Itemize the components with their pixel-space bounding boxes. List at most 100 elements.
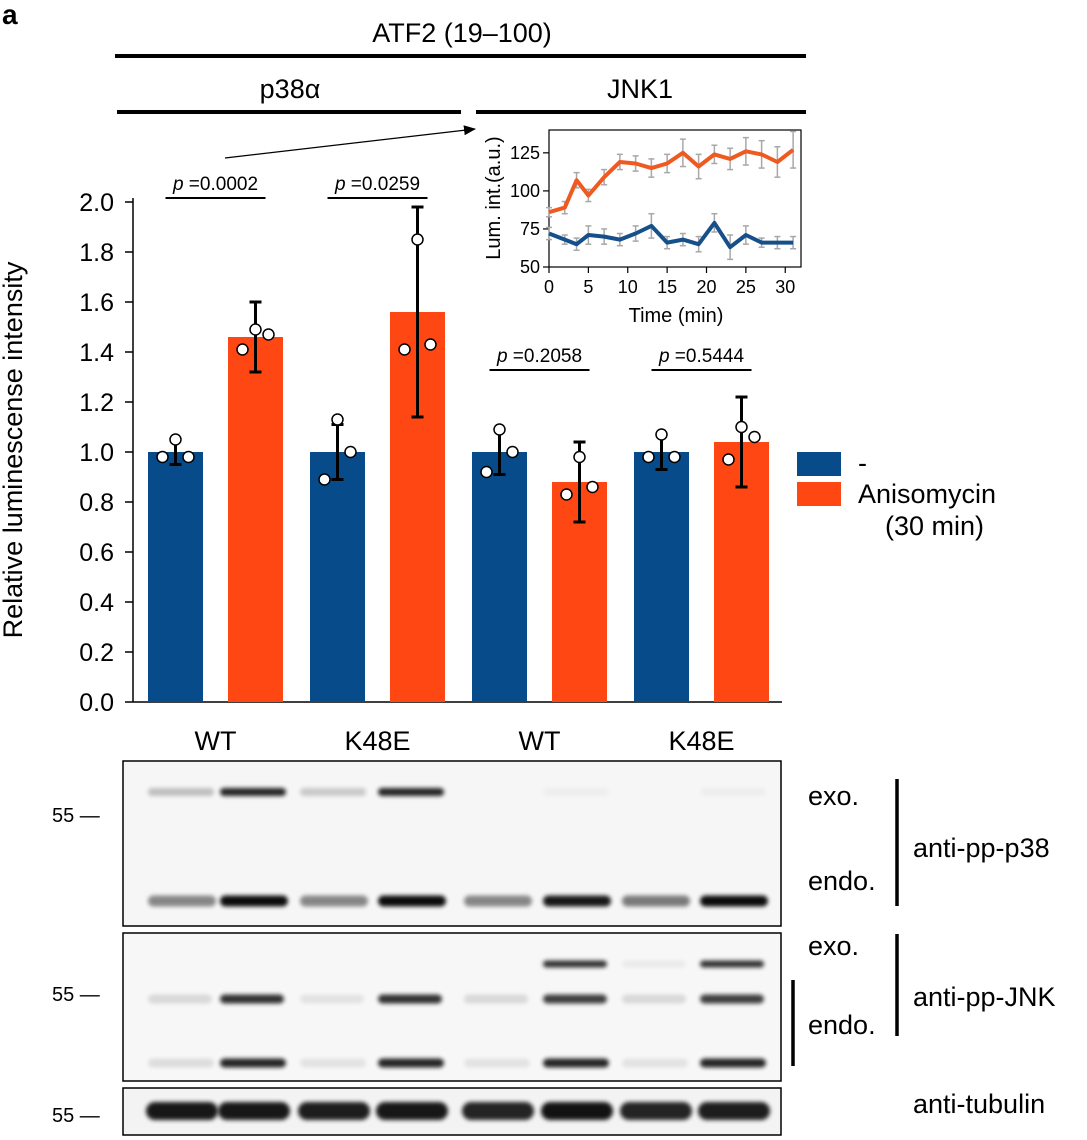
inset-y-tick-label: 100 [510,181,540,201]
blot-band [300,994,364,1004]
inset-x-tick-label: 10 [618,277,638,297]
kinase-left-label: p38α [260,74,321,104]
blot-band [698,1102,770,1120]
bar-chart: Relative luminescense intensity 0.0 0.2 0.… [0,174,782,756]
legend-label-anisomycin: Anisomycin [858,479,996,509]
blot-band [700,788,766,796]
x-tick-label: K48E [668,726,734,756]
blot-band [543,788,609,796]
blot-band [300,788,366,796]
y-tick-label: 1.8 [79,239,114,267]
y-tick-label: 0.2 [79,639,114,667]
blot-pp-jnk-frame [122,932,782,1082]
y-tick-label: 1.2 [79,389,114,417]
legend-label-duration: (30 min) [885,511,984,541]
blot-band [300,895,368,907]
jnk-exo-label: exo. [808,931,859,961]
blot-band [700,960,764,968]
inset-x-tick-label: 20 [696,277,716,297]
inset-arrow [224,125,476,159]
blot-band [378,1058,444,1068]
blot-band [543,1058,609,1068]
blot-band [622,895,690,907]
anti-pp-jnk-label: anti-pp-JNK [913,982,1056,1012]
inset-x-axis-label: Time (min) [629,305,724,327]
blot-band [541,1102,613,1120]
x-tick-label: K48E [344,726,410,756]
y-tick-label: 2.0 [79,189,114,217]
mw-marker-tubulin: 55 — [52,1105,100,1127]
blot-band [148,994,212,1004]
legend-swatch-control [797,452,841,476]
kinase-right-label: JNK1 [607,74,673,104]
bar [148,452,203,702]
inset-x-tick-label: 0 [544,277,554,297]
data-point [249,323,262,336]
inset-x-tick-label: 30 [775,277,795,297]
data-point [236,343,249,356]
data-point [506,445,519,459]
y-tick-label: 1.0 [79,439,114,467]
inset-y-tick-label: 125 [510,143,540,163]
blot-band [220,788,286,796]
y-tick-label: 1.6 [79,289,114,317]
legend-swatch-anisomycin [797,482,841,506]
blot-band [700,994,764,1004]
data-point [586,480,599,494]
y-tick-label: 0.8 [79,489,114,517]
data-point [411,233,424,246]
data-point [573,450,586,464]
p-value-label: p =0.2058 [496,346,582,367]
blot-band [218,1102,290,1120]
blot-band [220,994,284,1004]
data-point [156,450,169,464]
data-point [262,328,275,341]
anti-tubulin-label: anti-tubulin [913,1089,1045,1119]
blot-band [300,1058,366,1068]
blot-band [700,895,768,907]
mw-marker-p38: 55 — [52,805,100,827]
inset-y-tick-label: 75 [520,219,540,239]
data-point [331,413,344,426]
panel-label: a [2,0,18,30]
anti-pp-p38-label: anti-pp-p38 [913,833,1050,863]
inset-series-line [548,148,795,215]
substrate-label: ATF2 (19–100) [372,18,552,48]
blot-band [464,895,532,907]
p-value-label: p =0.5444 [658,346,744,367]
p38-endo-label: endo. [808,866,876,896]
y-axis-label: Relative luminescense intensity [0,261,28,638]
blot-band [700,1058,766,1068]
y-tick-label: 0.0 [79,689,114,717]
data-point [424,338,437,351]
data-point [655,428,668,441]
y-tick-label: 1.4 [79,339,114,367]
data-point [668,450,681,464]
data-point [748,430,761,444]
data-point [642,450,655,464]
inset-chart: Lum. int.(a.u.) Time (min) 0 5 10 15 20 25 30 5… [483,129,802,327]
bar [228,337,283,702]
blot-band [464,994,528,1004]
x-tick-label: WT [195,726,237,756]
bar [634,452,689,702]
data-point [318,473,331,486]
blot-band [622,994,686,1004]
blot-band [543,994,607,1004]
data-point [735,420,748,434]
data-point [344,445,357,459]
blot-band [148,895,216,907]
y-tick-label: 0.4 [79,589,114,617]
inset-series-line [548,220,794,250]
p-value-label: p =0.0002 [172,174,258,195]
p38-exo-label: exo. [808,781,859,811]
blot-band [220,1058,286,1068]
blot-band [378,895,446,907]
blot-band [146,1102,218,1120]
blot-band [378,788,444,796]
x-tick-label: WT [519,726,561,756]
blot-band [622,960,686,968]
blot-band [148,1058,214,1068]
blot-band [298,1102,370,1120]
data-point [560,488,573,501]
